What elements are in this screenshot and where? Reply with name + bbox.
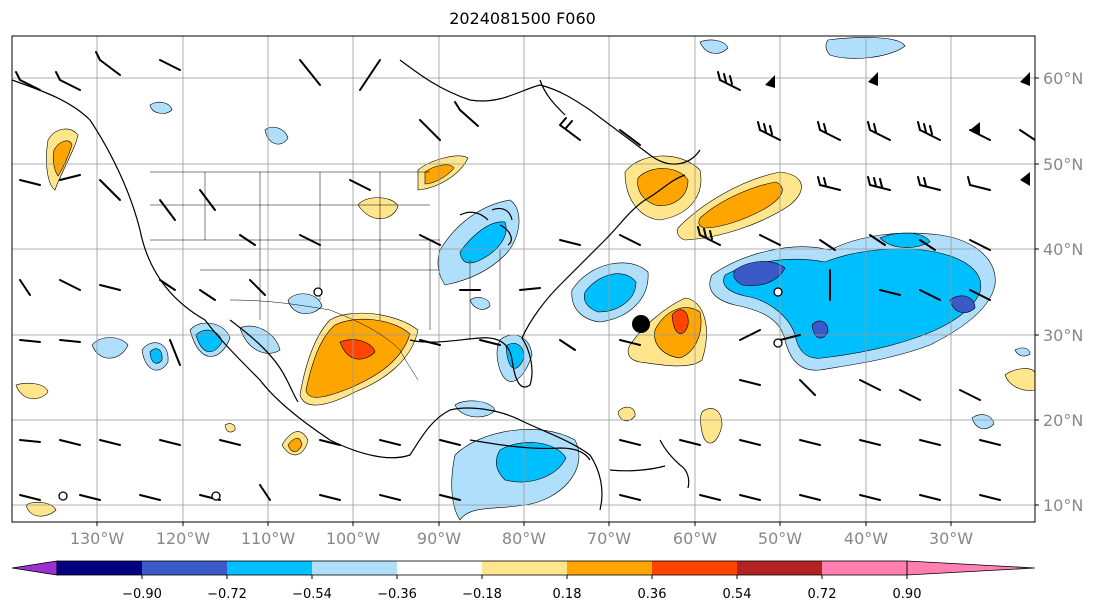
lat-label-50n: 50°N	[1043, 155, 1083, 174]
colorbar-segment-9	[737, 561, 822, 575]
colorbar-segment-1	[57, 561, 142, 575]
lat-ticks	[1035, 77, 1039, 506]
colorbar-label-1: −0.90	[122, 587, 162, 602]
colorbar-segment-10	[822, 561, 907, 575]
colorbar-segment-3	[227, 561, 312, 575]
colorbar-extend-low	[11, 560, 58, 576]
colorbar-segment-7	[567, 561, 652, 575]
colorbar-label-9: 0.72	[808, 587, 837, 602]
colorbar-label-7: 0.36	[638, 587, 667, 602]
lon-label-50w: 50°W	[758, 529, 802, 548]
lat-label-40n: 40°N	[1043, 240, 1083, 259]
lon-label-110w: 110°W	[241, 529, 296, 548]
lon-label-130w: 130°W	[70, 529, 125, 548]
lon-label-100w: 100°W	[326, 529, 381, 548]
lat-label-60n: 60°N	[1043, 69, 1083, 88]
shaded-regions	[15, 37, 1035, 521]
colorbar-segment-2	[142, 561, 227, 575]
colorbar-label-5: −0.18	[462, 587, 502, 602]
lat-label-30n: 30°N	[1043, 326, 1083, 345]
colorbar-label-8: 0.54	[723, 587, 752, 602]
wind-barbs	[15, 51, 1035, 501]
colorbar-segment-4	[312, 561, 397, 575]
colorbar-label-6: 0.18	[553, 587, 582, 602]
lon-label-30w: 30°W	[929, 529, 973, 548]
lon-label-120w: 120°W	[156, 529, 211, 548]
lon-label-90w: 90°W	[417, 529, 461, 548]
coastlines	[12, 59, 701, 511]
lon-label-80w: 80°W	[502, 529, 546, 548]
colorbar-label-2: −0.72	[207, 587, 247, 602]
lon-label-70w: 70°W	[587, 529, 631, 548]
colorbar-label-4: −0.36	[377, 587, 417, 602]
wind-flags	[765, 72, 1030, 186]
colorbar-segment-5	[397, 561, 482, 575]
low-center-marker	[632, 315, 650, 333]
lon-label-40w: 40°W	[844, 529, 888, 548]
colorbar-label-10: 0.90	[893, 587, 922, 602]
map-title: 2024081500 F060	[449, 9, 596, 28]
colorbar-label-3: −0.54	[292, 587, 332, 602]
lat-label-10n: 10°N	[1043, 496, 1083, 515]
station-markers	[58, 287, 783, 501]
lon-ticks	[96, 522, 952, 526]
lat-label-20n: 20°N	[1043, 411, 1083, 430]
map-area	[12, 36, 1035, 522]
colorbar: −0.90 −0.72 −0.54 −0.36 −0.18 0.18 0.36 …	[11, 560, 1036, 602]
lon-label-60w: 60°W	[673, 529, 717, 548]
colorbar-segment-8	[652, 561, 737, 575]
colorbar-segment-6	[482, 561, 567, 575]
colorbar-extend-high	[906, 560, 1036, 576]
borders	[150, 171, 501, 381]
